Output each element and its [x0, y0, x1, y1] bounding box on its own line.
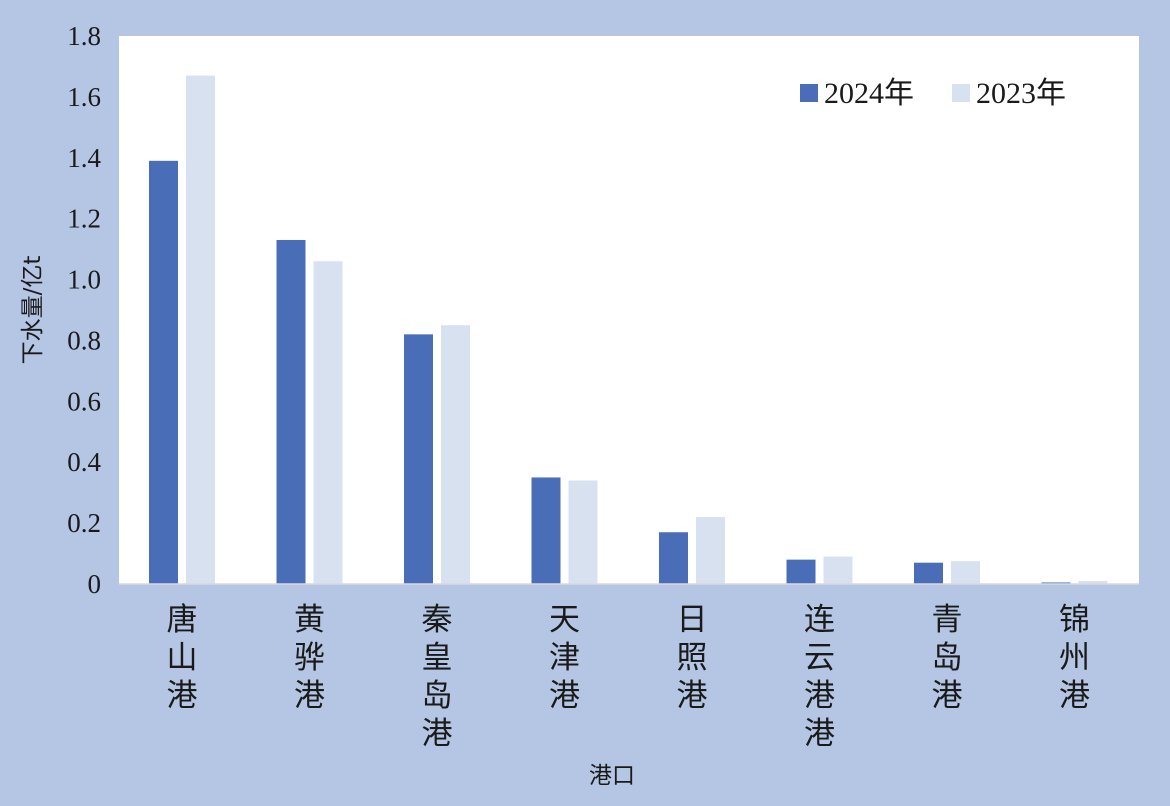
legend-swatch — [800, 84, 818, 102]
bar-series1 — [531, 477, 561, 584]
bar-series1 — [276, 239, 306, 584]
x-axis-title: 港口 — [589, 763, 635, 789]
bars — [149, 75, 1108, 585]
bar-series1 — [786, 559, 816, 584]
bar-series1 — [149, 160, 178, 585]
category-label: 连云港港 — [804, 602, 835, 752]
category-label: 黄骅港 — [294, 602, 325, 714]
category-label: 天津港 — [549, 602, 580, 714]
category-label: 日照港 — [677, 602, 708, 714]
y-tick-label: 1.4 — [67, 143, 101, 173]
plot-area — [119, 36, 1139, 584]
category-label: 秦皇岛港 — [422, 602, 453, 752]
y-axis-title: 下水量/亿t — [20, 256, 46, 365]
bar-series2 — [696, 517, 725, 584]
legend-label: 2023年 — [976, 77, 1066, 110]
category-label: 唐山港 — [167, 602, 198, 714]
bar-series1 — [1041, 582, 1071, 584]
y-tick-label: 1.8 — [67, 21, 101, 51]
bar-series1 — [659, 532, 688, 584]
bar-series2 — [313, 261, 343, 584]
category-label: 锦州港 — [1059, 602, 1090, 714]
x-axis: 唐山港 黄骅港 秦皇岛港 天津港 日照港 连云港港 青岛港 锦州港 — [167, 602, 1091, 752]
y-tick-label: 0.4 — [67, 447, 101, 477]
y-tick-label: 1.0 — [67, 265, 101, 295]
y-tick-label: 0.8 — [67, 325, 101, 355]
y-tick-label: 1.2 — [67, 204, 101, 234]
bar-series2 — [568, 480, 598, 584]
y-axis: 0 0.2 0.4 0.6 0.8 1.0 1.2 1.4 1.6 1.8 — [67, 21, 101, 599]
category-label: 青岛港 — [932, 602, 963, 714]
bar-series2 — [186, 75, 215, 585]
bar-series2 — [441, 325, 470, 584]
bar-series2 — [1078, 580, 1108, 584]
y-tick-label: 0.6 — [67, 386, 101, 416]
bar-series2 — [951, 561, 980, 584]
bar-series1 — [404, 334, 433, 584]
y-tick-label: 1.6 — [67, 82, 101, 112]
legend-label: 2024年 — [824, 77, 914, 110]
bar-series2 — [823, 556, 853, 584]
legend: 2024年 2023年 — [800, 77, 1066, 110]
legend-swatch — [952, 84, 970, 102]
bar-series1 — [914, 562, 943, 584]
y-tick-label: 0.2 — [67, 508, 101, 538]
y-tick-label: 0 — [88, 569, 102, 599]
